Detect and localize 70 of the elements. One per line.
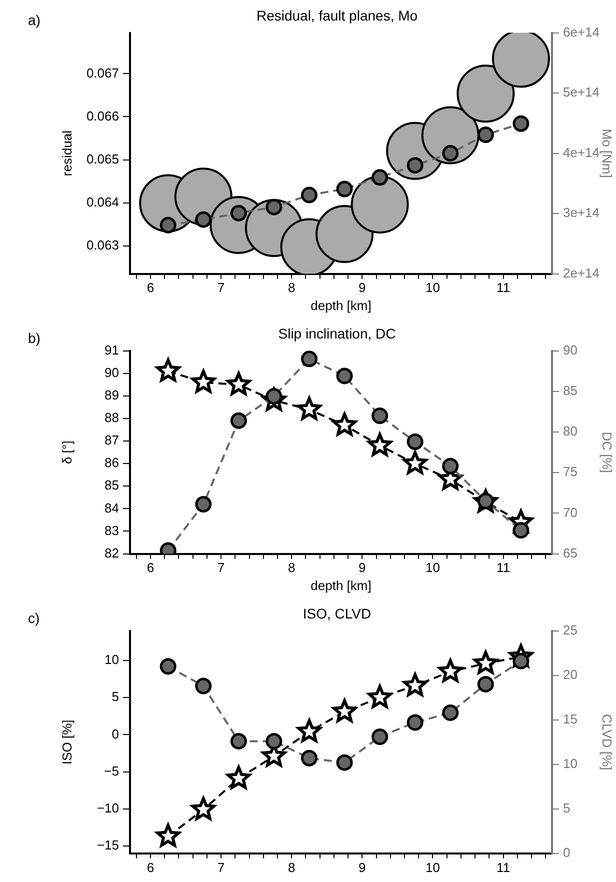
y2-tick-label: 65 [563, 545, 578, 560]
y-tick-label: 82 [104, 545, 119, 560]
y-tick-label: 90 [104, 364, 119, 380]
x-tick-label: 11 [496, 560, 510, 576]
x-tick-label: 10 [426, 560, 440, 576]
y-tick-label: 0.067 [86, 65, 119, 80]
y-tick-label: 84 [104, 500, 119, 516]
y-tick-label: 88 [104, 410, 119, 426]
y2-tick-label: 15 [563, 711, 578, 726]
y2-tick-label: 85 [563, 382, 578, 398]
y2-tick-label: 10 [563, 756, 578, 771]
x-tick-label: 6 [146, 860, 154, 875]
y2-tick-label: 6e+14 [563, 24, 600, 40]
x-tick-label: 11 [496, 860, 510, 875]
y-tick-label: −15 [96, 838, 119, 853]
x-tick-label: 9 [358, 560, 366, 576]
text: c) [28, 610, 40, 626]
y-tick-label: 0 [112, 726, 119, 742]
x-tick-label: 11 [496, 280, 510, 296]
x-axis-title: depth [km] [310, 298, 372, 313]
y-tick-label: 86 [104, 455, 119, 470]
y-axis-title: residual [59, 130, 74, 176]
y-tick-label: 0.064 [86, 194, 119, 210]
text: a) [28, 12, 40, 28]
y-tick-label: 89 [104, 387, 119, 402]
y-tick-label: 85 [104, 478, 119, 493]
y2-tick-label: 2e+14 [563, 265, 600, 280]
y2-tick-label: 0 [563, 844, 570, 860]
y-axis-title: δ [°] [59, 440, 74, 464]
y-tick-label: −10 [96, 800, 119, 816]
x-tick-label: 10 [426, 280, 440, 296]
y2-tick-label: 75 [563, 464, 578, 480]
chart-title: Residual, fault planes, Mo [256, 7, 418, 24]
y2-tick-label: 5e+14 [563, 84, 600, 100]
x-tick-label: 9 [358, 860, 366, 875]
x-tick-label: 8 [288, 860, 296, 875]
y2-tick-label: 80 [563, 424, 578, 439]
x-tick-label: 6 [146, 280, 154, 296]
y2-tick-label: 4e+14 [563, 144, 600, 160]
y2-tick-label: 5 [563, 800, 570, 816]
x-tick-label: 10 [426, 860, 440, 875]
x-tick-label: 7 [217, 860, 225, 875]
text: b) [28, 330, 40, 346]
y-tick-label: 83 [104, 522, 119, 538]
x-tick-label: 8 [288, 280, 296, 296]
x-tick-label: 7 [217, 560, 225, 576]
y2-tick-label: 20 [563, 666, 578, 682]
y-tick-label: 5 [112, 689, 119, 704]
x-tick-label: 9 [358, 280, 366, 296]
x-tick-label: 7 [217, 280, 225, 296]
y2-tick-label: 25 [563, 622, 578, 638]
y2-tick-label: 90 [563, 342, 578, 358]
x-axis-title: depth [km] [310, 578, 372, 593]
y2-axis-title: DC [%] [600, 432, 615, 473]
y-tick-label: 0.065 [86, 151, 119, 166]
chart-title: Slip inclination, DC [278, 325, 396, 342]
y2-axis-title: CLVD [%] [600, 714, 615, 770]
y2-tick-label: 70 [563, 504, 578, 520]
x-tick-label: 6 [146, 560, 154, 576]
y-tick-label: −5 [104, 763, 119, 778]
y2-tick-label: 3e+14 [563, 205, 600, 220]
y-tick-label: 87 [104, 432, 119, 448]
y-tick-label: 0.063 [86, 237, 119, 252]
y2-axis-title: Mo [Nm] [600, 128, 615, 178]
y-tick-label: 91 [104, 342, 119, 358]
y-tick-label: 10 [104, 652, 119, 668]
chart-title: ISO, CLVD [302, 605, 372, 622]
x-tick-label: 8 [288, 560, 296, 576]
y-tick-label: 0.066 [86, 108, 119, 124]
y-axis-title: ISO [%] [59, 720, 74, 764]
